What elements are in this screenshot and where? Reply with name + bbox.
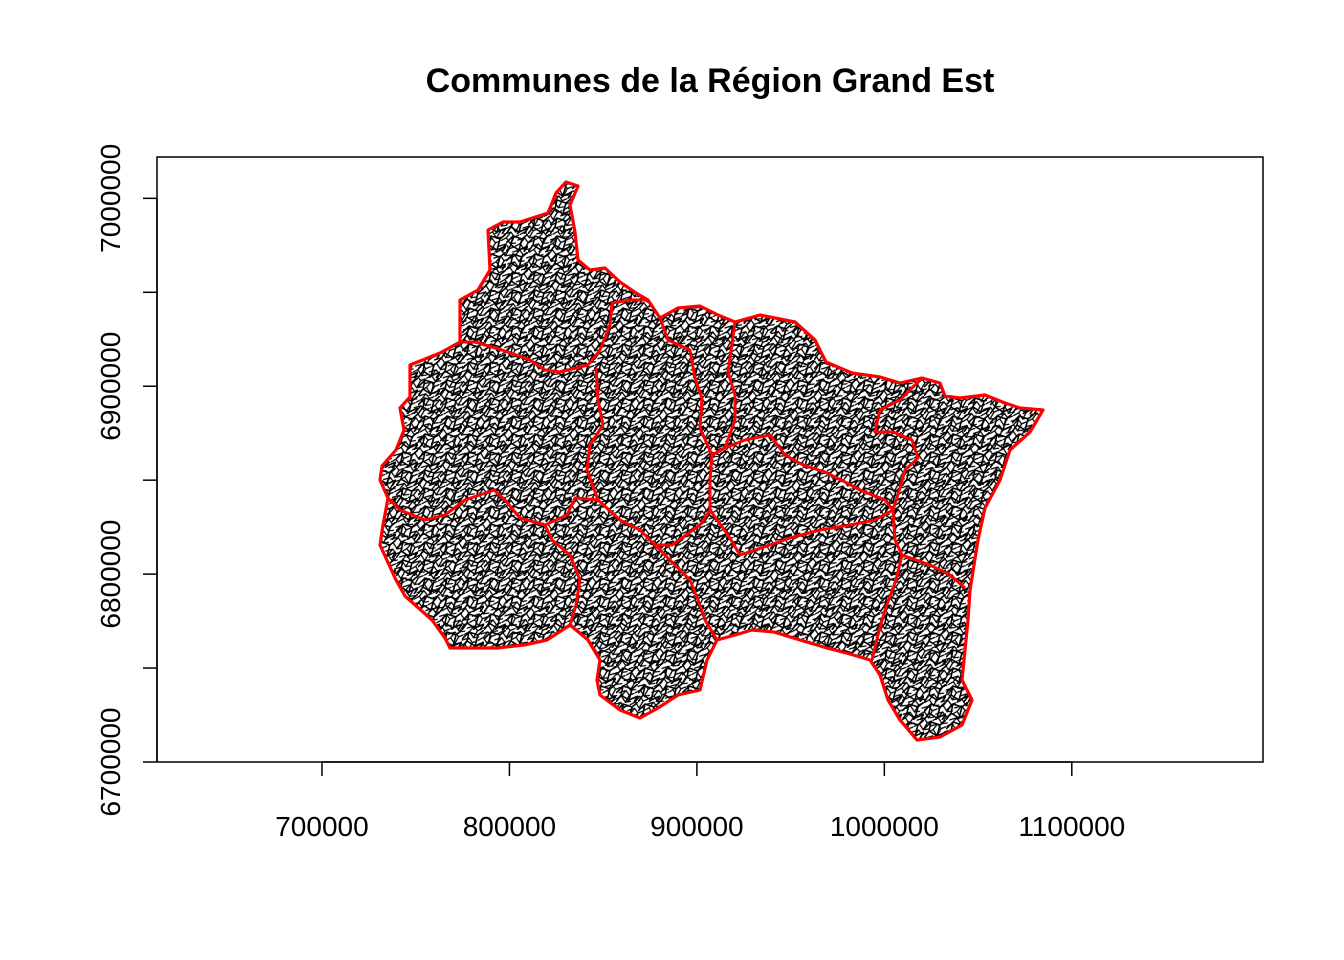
department-border bbox=[585, 317, 714, 547]
region-outline bbox=[378, 180, 1045, 742]
chart-title: Communes de la Région Grand Est bbox=[426, 62, 995, 100]
department-border bbox=[711, 321, 737, 457]
map-layer bbox=[378, 180, 1045, 742]
department-border bbox=[708, 508, 894, 557]
department-border bbox=[460, 298, 648, 374]
x-tick-label: 1100000 bbox=[1018, 811, 1125, 842]
x-tick-label: 900000 bbox=[650, 811, 743, 842]
y-axis: 6700000 6800000 6900000 7000000 bbox=[95, 144, 158, 817]
department-border bbox=[891, 509, 966, 590]
x-tick-label: 1000000 bbox=[830, 811, 939, 842]
y-tick-label: 6700000 bbox=[95, 707, 126, 816]
x-tick-label: 800000 bbox=[463, 811, 556, 842]
department-border bbox=[653, 543, 719, 641]
department-border bbox=[870, 554, 904, 661]
y-tick-label: 6800000 bbox=[95, 520, 126, 629]
commune-mesh bbox=[380, 182, 1043, 740]
department-border bbox=[724, 433, 895, 511]
y-tick-label: 7000000 bbox=[95, 144, 126, 253]
department-border bbox=[873, 376, 924, 511]
department-border bbox=[543, 524, 582, 626]
department-borders bbox=[386, 298, 966, 661]
y-tick-label: 6900000 bbox=[95, 332, 126, 441]
department-border bbox=[386, 488, 599, 527]
x-tick-label: 700000 bbox=[275, 811, 368, 842]
x-axis: 700000 800000 900000 1000000 1100000 bbox=[275, 761, 1125, 842]
